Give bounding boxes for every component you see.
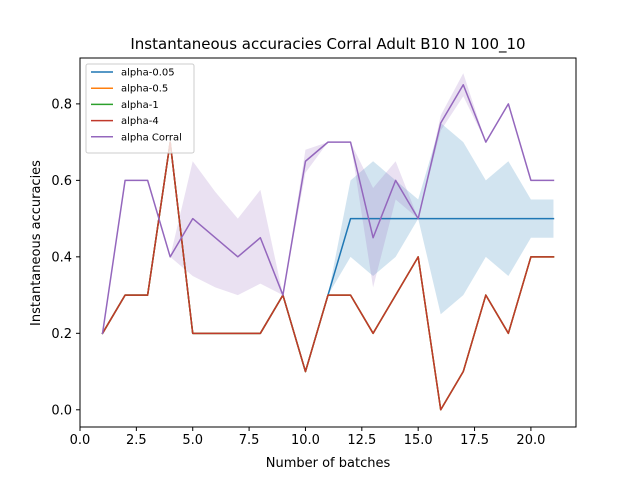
x-tick-label: 17.5 — [460, 433, 489, 448]
legend-label: alpha Corral — [121, 132, 182, 143]
x-tick-label: 10.0 — [291, 433, 320, 448]
confidence-band — [102, 123, 554, 372]
y-tick-label: 0.4 — [51, 250, 72, 265]
x-axis-ticks: 0.0 2.5 5.0 7.5 10.0 12.5 15.0 17.5 20.0 — [70, 427, 545, 448]
confidence-bands — [102, 73, 554, 372]
plot-frame — [79, 57, 577, 428]
y-tick-label: 0.8 — [51, 97, 72, 112]
y-axis-ticks: 0.0 0.2 0.4 0.6 0.8 — [51, 97, 80, 418]
x-tick-label: 7.5 — [239, 433, 260, 448]
legend-box — [85, 63, 195, 154]
legend: alpha-0.05 alpha-0.5 alpha-1 alpha-4 alpha C… — [85, 63, 195, 154]
legend-label: alpha-0.05 — [121, 68, 175, 79]
x-tick-label: 12.5 — [347, 433, 376, 448]
series-line — [101, 84, 555, 335]
y-tick-label: 0.2 — [51, 327, 72, 342]
confidence-band — [102, 73, 554, 334]
x-tick-label: 2.5 — [126, 433, 147, 448]
x-tick-label: 0.0 — [70, 433, 91, 448]
legend-label: alpha-4 — [121, 116, 159, 127]
chart-title: Instantaneous accuracies Corral Adult B1… — [130, 35, 525, 54]
y-tick-label: 0.6 — [51, 174, 72, 189]
legend-label: alpha-1 — [121, 100, 159, 111]
x-tick-label: 15.0 — [404, 433, 433, 448]
x-tick-label: 5.0 — [182, 433, 203, 448]
legend-label: alpha-0.5 — [121, 84, 168, 95]
x-tick-label: 20.0 — [516, 433, 545, 448]
series-lines — [101, 84, 555, 411]
y-axis-label: Instantaneous accuracies — [29, 160, 44, 326]
y-tick-label: 0.0 — [51, 403, 72, 418]
x-axis-label: Number of batches — [266, 456, 391, 471]
series-line — [101, 141, 555, 411]
